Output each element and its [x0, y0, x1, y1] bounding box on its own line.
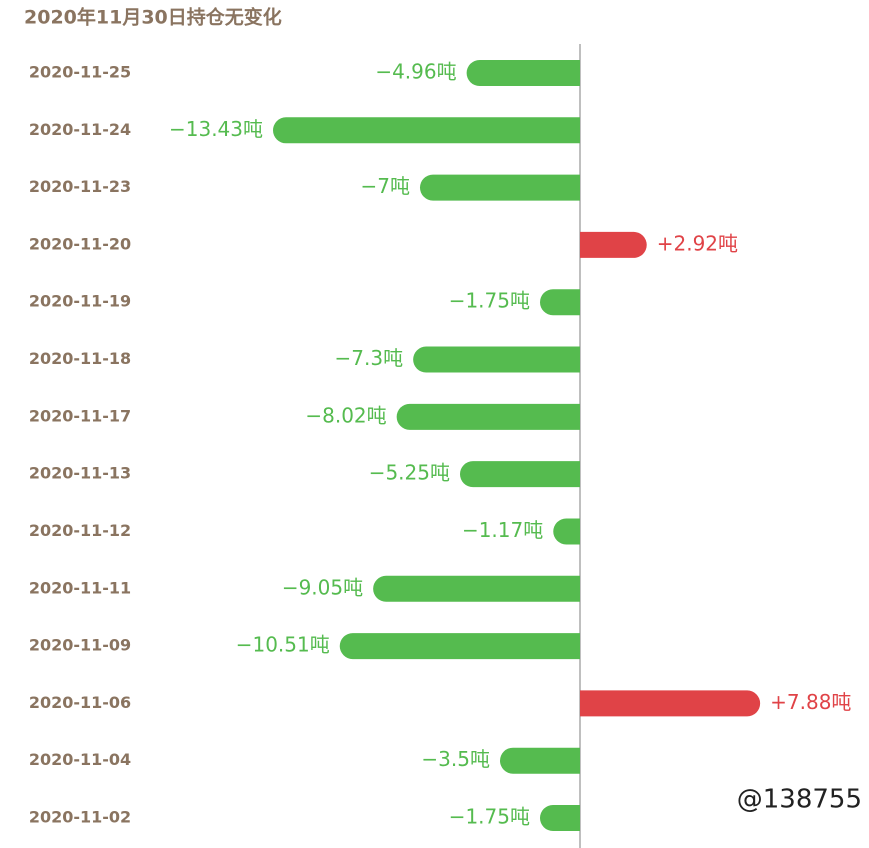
value-label: −10.51吨 — [236, 633, 330, 657]
bar — [539, 289, 580, 316]
bar — [553, 518, 580, 545]
bar — [413, 346, 580, 373]
chart-title: 2020年11月30日持仓无变化 — [24, 6, 282, 29]
value-label: +2.92吨 — [657, 231, 738, 255]
bar — [419, 174, 580, 201]
bar — [539, 805, 580, 831]
y-tick-label: 2020-11-09 — [29, 636, 131, 655]
y-tick-label: 2020-11-20 — [29, 234, 131, 253]
y-tick-label: 2020-11-13 — [29, 464, 131, 483]
value-label: +7.88吨 — [770, 690, 851, 714]
bar — [499, 747, 580, 774]
bar — [466, 60, 580, 86]
y-tick-label: 2020-11-25 — [29, 63, 131, 82]
value-label: −1.17吨 — [462, 518, 543, 542]
y-tick-label: 2020-11-02 — [29, 808, 131, 827]
value-label: −5.25吨 — [369, 461, 450, 485]
value-label: −8.02吨 — [305, 403, 386, 427]
value-label: −13.43吨 — [169, 117, 263, 141]
value-label: −4.96吨 — [375, 60, 456, 84]
bar — [339, 633, 580, 660]
y-tick-label: 2020-11-23 — [29, 177, 131, 196]
y-tick-label: 2020-11-04 — [29, 750, 131, 769]
y-tick-label: 2020-11-06 — [29, 693, 131, 712]
value-label: −9.05吨 — [282, 575, 363, 599]
bar — [459, 461, 580, 488]
value-label: −7吨 — [361, 174, 410, 198]
y-tick-label: 2020-11-18 — [29, 349, 131, 368]
y-tick-label: 2020-11-24 — [29, 120, 131, 139]
y-tick-label: 2020-11-17 — [29, 406, 131, 425]
y-tick-label: 2020-11-11 — [29, 578, 131, 597]
value-label: −7.3吨 — [335, 346, 404, 370]
y-tick-label: 2020-11-12 — [29, 521, 131, 540]
value-label: −3.5吨 — [421, 747, 490, 771]
value-label: −1.75吨 — [449, 289, 530, 313]
watermark: @138755 — [737, 785, 862, 815]
bar — [396, 403, 580, 430]
bar — [373, 575, 580, 602]
bar — [273, 117, 580, 144]
value-label: −1.75吨 — [449, 805, 530, 829]
bar — [580, 231, 647, 258]
y-tick-label: 2020-11-19 — [29, 292, 131, 311]
bar — [580, 690, 761, 717]
